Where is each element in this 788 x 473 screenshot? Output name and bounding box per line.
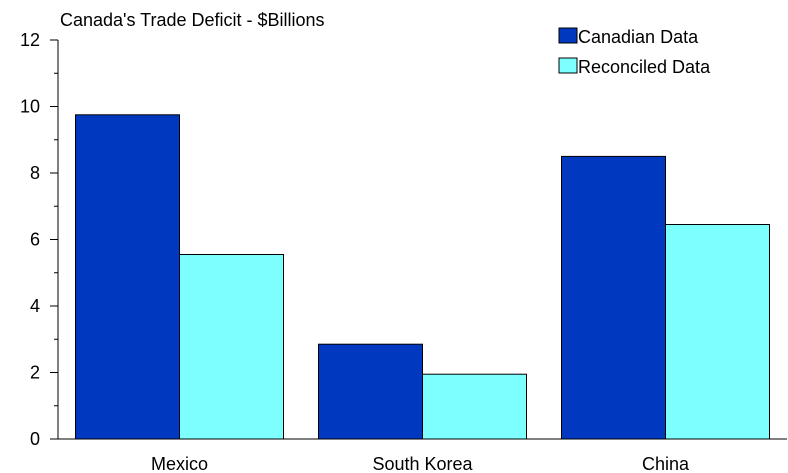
- bar-reconciled-mexico: [179, 254, 284, 440]
- x-axis: Mexico South Korea China: [58, 438, 787, 473]
- bar-canadian-south-korea: [318, 343, 423, 440]
- bar-reconciled-south-korea: [422, 373, 527, 440]
- bar-canadian-mexico: [75, 114, 180, 440]
- legend: Canadian Data Reconciled Data: [558, 27, 711, 77]
- x-tick-label: South Korea: [372, 454, 473, 473]
- y-tick-label: 2: [30, 363, 40, 383]
- legend-label-reconciled: Reconciled Data: [578, 57, 711, 77]
- y-tick-label: 8: [30, 163, 40, 183]
- legend-swatch-canadian: [558, 27, 578, 44]
- y-tick-label: 6: [30, 230, 40, 250]
- bars: [75, 114, 770, 440]
- x-tick-label: China: [642, 454, 690, 473]
- bar-reconciled-china: [665, 224, 770, 440]
- chart-title: Canada's Trade Deficit - $Billions: [60, 10, 325, 30]
- y-axis: 0 2 4 6 8 10 12: [20, 30, 59, 449]
- bar-canadian-china: [561, 155, 666, 440]
- y-tick-label: 10: [20, 97, 40, 117]
- legend-label-canadian: Canadian Data: [578, 27, 699, 47]
- y-tick-label: 0: [30, 429, 40, 449]
- x-tick-label: Mexico: [151, 454, 208, 473]
- legend-swatch-reconciled: [558, 57, 578, 74]
- y-tick-label: 4: [30, 296, 40, 316]
- y-tick-label: 12: [20, 30, 40, 50]
